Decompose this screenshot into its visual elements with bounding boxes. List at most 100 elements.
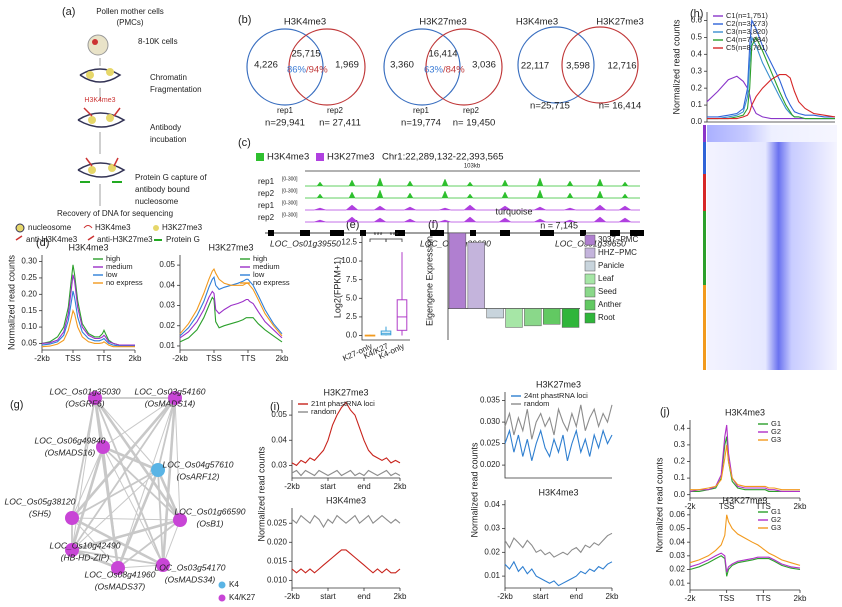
legend-text: Root <box>598 313 616 322</box>
network-edge <box>157 469 164 566</box>
legend-swatch <box>584 286 596 298</box>
node-id: LOC_Os01g66590 <box>175 506 246 516</box>
network-edge <box>71 518 181 552</box>
exon <box>500 230 510 236</box>
network-edge <box>71 516 164 567</box>
legend-text: G2 <box>771 515 781 524</box>
x-tick-label: TSS <box>65 354 81 363</box>
y-tick-label: 0.015 <box>267 556 288 565</box>
chart-title: H3K4me3 <box>538 487 578 497</box>
bar <box>561 308 580 328</box>
venn-label: rep2 <box>463 106 480 115</box>
series-line <box>41 309 135 348</box>
legend-swatch <box>584 273 596 285</box>
y-tick-label: 7.5 <box>346 275 358 284</box>
legend-text: high <box>253 254 267 263</box>
network-node <box>111 561 125 575</box>
legend-text: K4/K27 <box>229 593 256 602</box>
y-tick-label: 10.0 <box>341 256 357 265</box>
y-tick-label: 12.5 <box>341 238 357 247</box>
legend-dot <box>218 594 226 602</box>
track-label: rep1 <box>258 201 275 210</box>
y-tick-label: 0.10 <box>21 322 37 331</box>
step-text: incubation <box>150 135 186 144</box>
legend-text: random <box>311 407 336 416</box>
series-line <box>707 18 835 118</box>
legend-text: low <box>253 270 265 279</box>
network-edge <box>94 397 164 566</box>
series-line <box>707 74 836 120</box>
network-node <box>96 440 110 454</box>
track-signal <box>305 189 640 199</box>
legend-text: Panicle <box>598 261 625 270</box>
track-signal <box>305 177 640 187</box>
node-name: (OsB1) <box>197 518 224 528</box>
y-tick-label: 0.020 <box>480 460 501 469</box>
exon <box>430 230 444 236</box>
tracks: rep1 [0-300] rep2 [0-300] rep1 [0-300] rep2 [0-… <box>258 176 644 236</box>
node-name: (OsMADS34) <box>165 574 216 584</box>
venn-circles <box>246 26 639 106</box>
venn-count: 22,117 <box>521 61 549 72</box>
y-tick-label: 0.01 <box>159 341 175 350</box>
y-tick-label: 0.1 <box>674 473 686 482</box>
y-tick-label: 0.04 <box>669 537 685 546</box>
venn-n: n= 27,411 <box>319 118 361 129</box>
chart-title: H3K4me3 <box>326 495 366 505</box>
legend-swatch <box>584 247 596 259</box>
x-tick-label: 2kb <box>129 354 142 363</box>
network-edge <box>102 446 181 521</box>
legend-text: anti-H3K4me3 <box>26 235 78 244</box>
track-signal <box>305 216 640 223</box>
y-tick-label: 0.025 <box>480 439 501 448</box>
track-label: rep2 <box>258 213 275 222</box>
legend-text: no express <box>106 278 143 287</box>
network-edge <box>71 397 176 551</box>
y-tick-label: 0.1 <box>691 100 703 109</box>
network-edge <box>157 397 176 471</box>
legend-swatch <box>584 299 596 311</box>
node-id: LOC_Os03g54170 <box>155 562 226 572</box>
x-tick-label: 2kb <box>394 482 407 491</box>
y-tick-label: 0.05 <box>669 524 685 533</box>
series-line <box>689 555 801 577</box>
node-name: (OsMADS16) <box>45 447 96 457</box>
node-name: (OsMADS37) <box>95 581 146 591</box>
venn-percent: /94% <box>306 65 328 76</box>
step-text: Protein G capture of <box>135 173 207 182</box>
series-line <box>291 401 401 467</box>
series-line <box>504 532 613 558</box>
legend-text: C2(n=3,273) <box>726 19 768 28</box>
legend-text: no express <box>253 278 290 287</box>
x-tick-label: -2k <box>684 594 696 603</box>
chart-title: turquoise <box>495 206 532 216</box>
series-line <box>689 552 801 573</box>
x-tick-label: end <box>357 592 370 601</box>
x-tick-label: end <box>570 592 583 601</box>
step-text: antibody bound <box>135 185 190 194</box>
x-tick-label: -2k <box>684 502 696 511</box>
series-line <box>689 514 801 566</box>
y-tick-label: 0.05 <box>271 410 287 419</box>
network-node <box>156 558 170 572</box>
legend-text: G3 <box>771 435 781 444</box>
y-tick-label: 0.2 <box>674 457 686 466</box>
y-tick-label: 0.01 <box>669 578 685 587</box>
track-range: [0-300] <box>282 188 298 194</box>
legend-text: C1(n=1,751) <box>726 11 768 20</box>
gene-label: LOC_Os01g39550 <box>270 238 341 248</box>
network-edge <box>117 564 164 569</box>
exon <box>330 230 344 236</box>
y-tick-label: 0.0 <box>346 331 358 340</box>
network-edge <box>102 445 159 472</box>
chart-title: H3K27me3 <box>208 242 253 252</box>
node-name: (OsGRF6) <box>65 398 104 408</box>
venn-count: 3,360 <box>390 60 414 71</box>
legend-text: medium <box>106 262 133 271</box>
network-edge <box>70 446 105 551</box>
y-tick-label: 0.03 <box>271 461 287 470</box>
y-tick-label: 0.030 <box>480 417 501 426</box>
step-text: Chromatin <box>150 73 187 82</box>
y-tick-label: 0.02 <box>159 321 175 330</box>
